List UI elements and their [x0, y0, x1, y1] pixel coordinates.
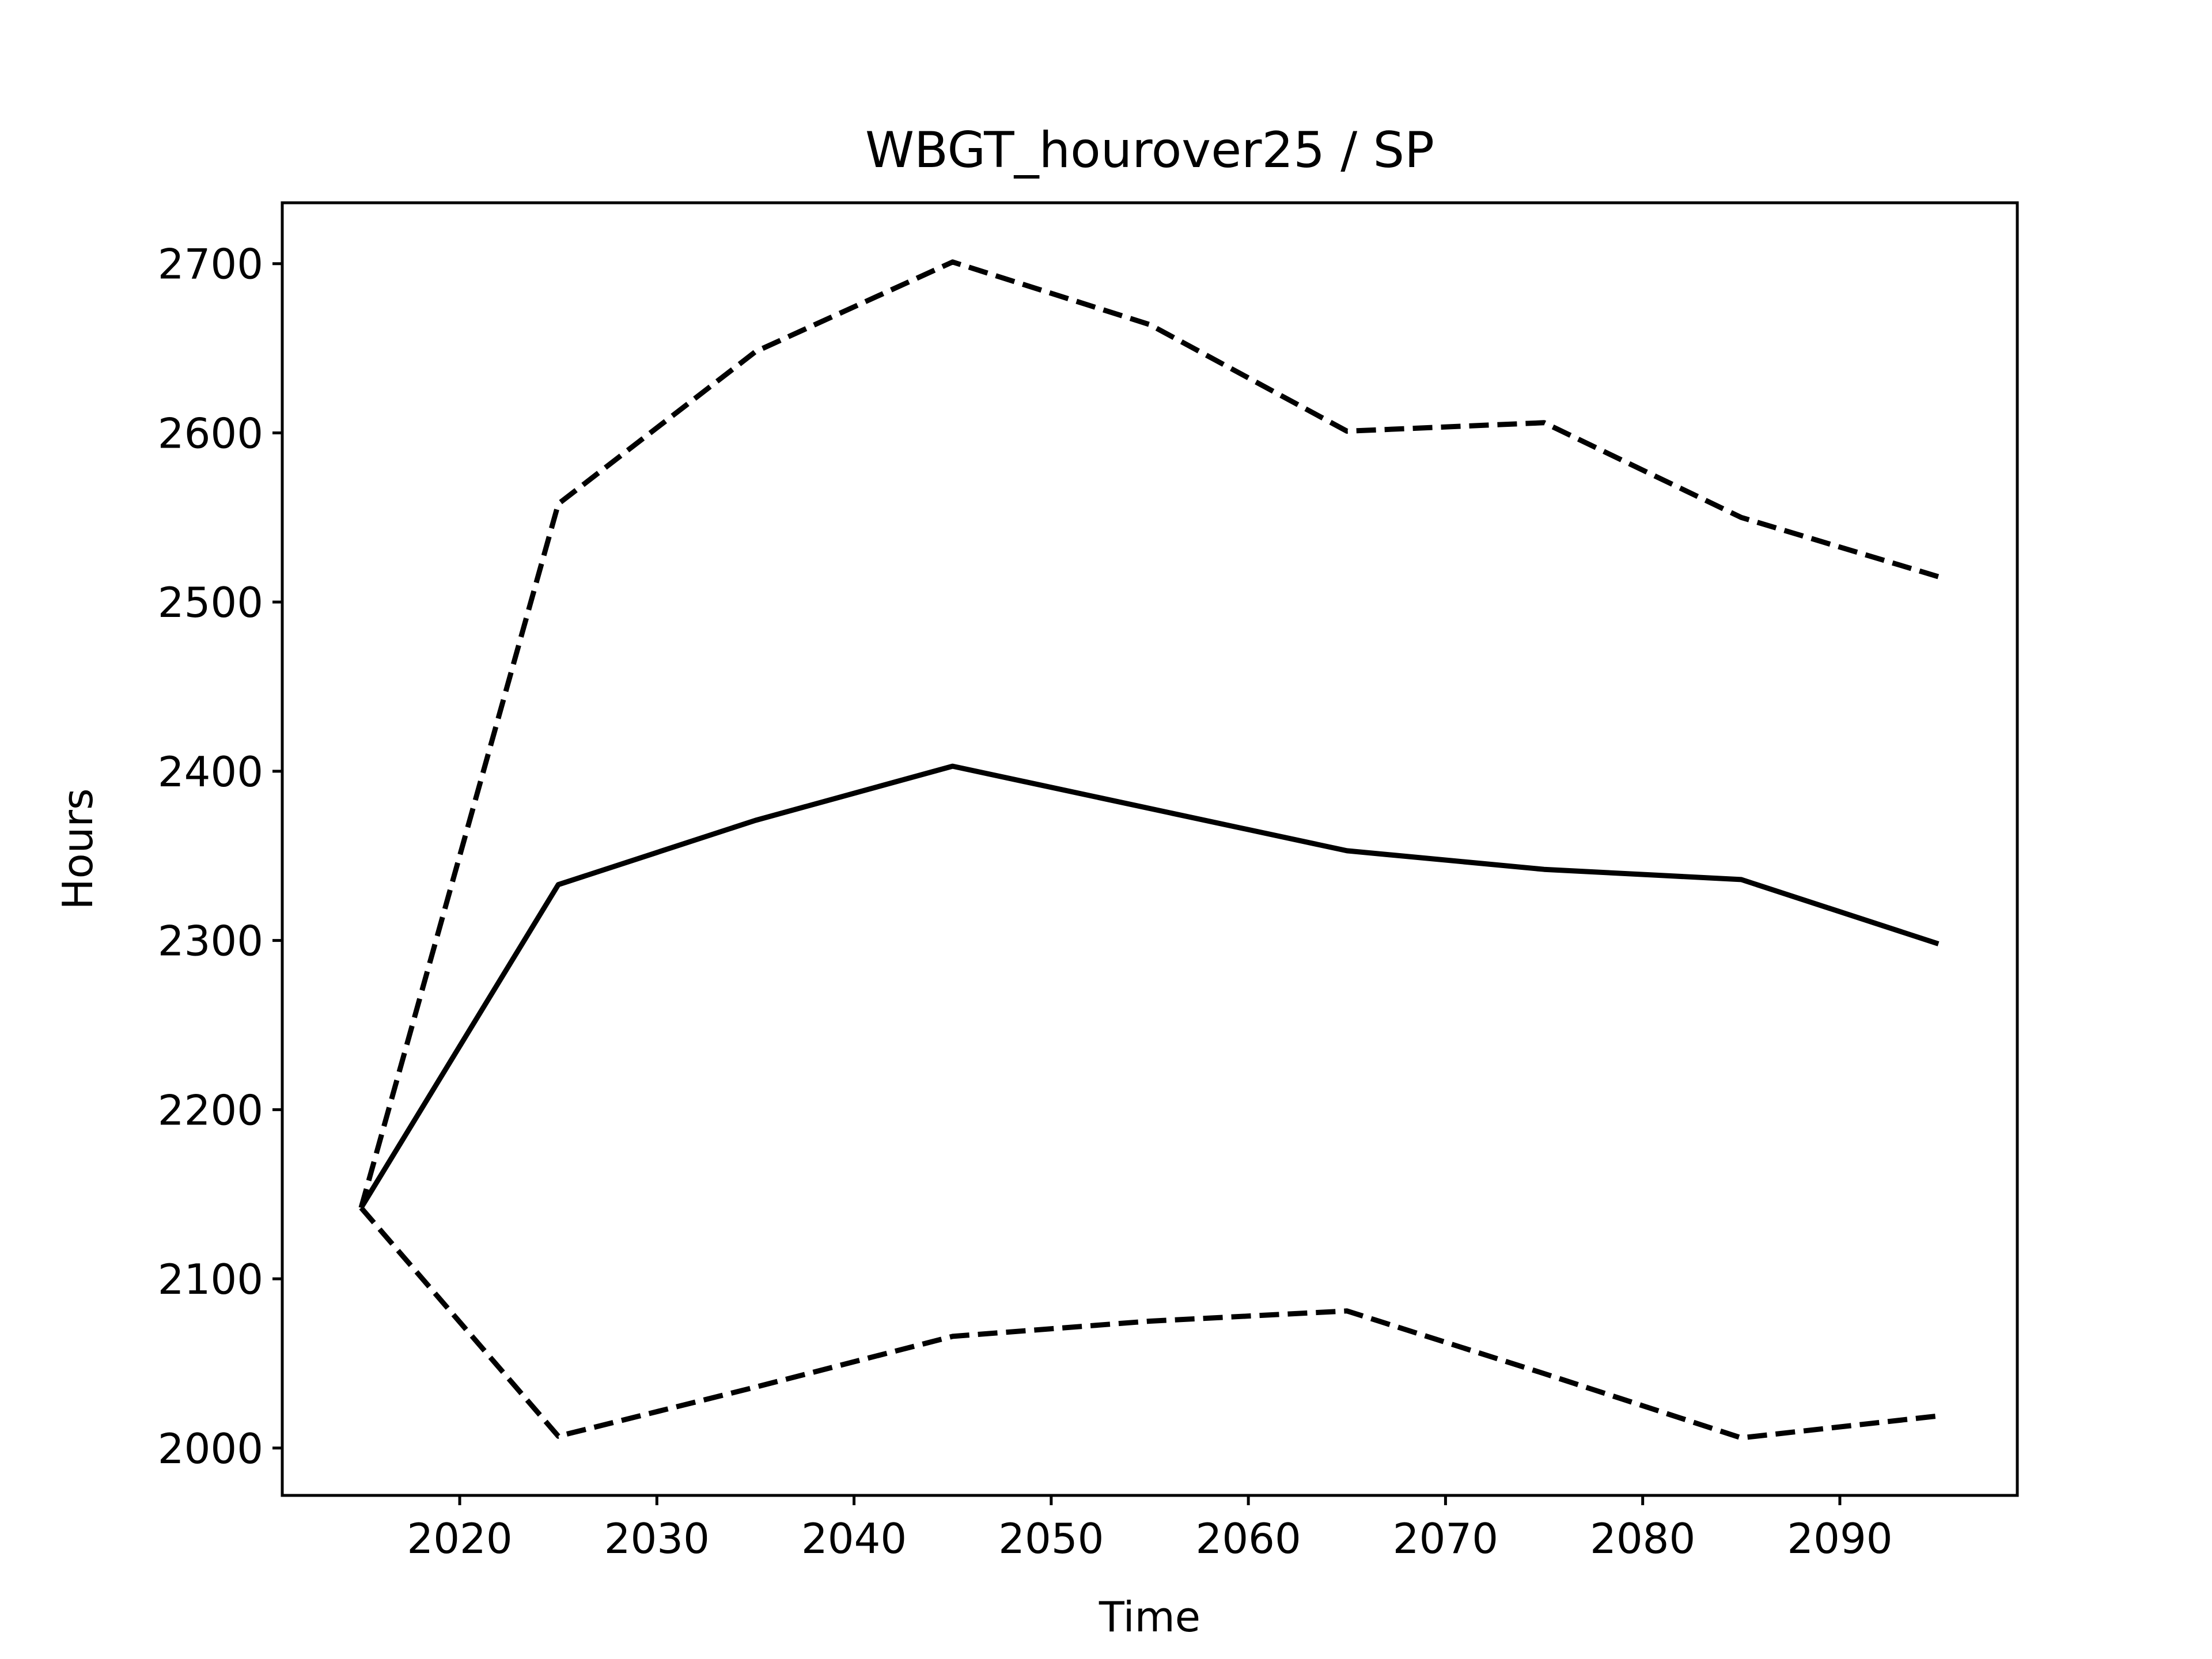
x-axis-label: Time [1099, 1593, 1200, 1641]
x-tick-label: 2020 [407, 1514, 512, 1563]
x-tick-label: 2030 [604, 1514, 710, 1563]
chart-title: WBGT_hourover25 / SP [865, 122, 1434, 179]
y-tick-label: 2400 [158, 748, 263, 796]
solid-series-line-1 [359, 763, 1940, 1210]
x-tick-label: 2090 [1787, 1514, 1892, 1563]
y-axis-label: Hours [54, 789, 102, 910]
plot-lines [358, 259, 1940, 1441]
y-axis: 2000 2100 2200 2300 2400 2500 2600 2700 [158, 240, 282, 1473]
plot-frame [281, 201, 2019, 1497]
x-axis: 2020 2030 2040 2050 2060 2070 2080 2090 [407, 1495, 1893, 1563]
x-tick-label: 2070 [1393, 1514, 1498, 1563]
y-tick-label: 2100 [158, 1255, 263, 1304]
y-tick-label: 2500 [158, 578, 263, 627]
y-tick-label: 2300 [158, 917, 263, 965]
x-tick-label: 2050 [998, 1514, 1104, 1563]
y-tick-label: 2200 [158, 1086, 263, 1134]
y-tick-label: 2700 [158, 240, 263, 289]
x-tick-label: 2080 [1590, 1514, 1695, 1563]
y-tick-label: 2000 [158, 1425, 263, 1473]
y-tick-label: 2600 [158, 409, 263, 457]
dashed-series-line-3 [359, 1206, 1939, 1441]
x-tick-label: 2060 [1196, 1514, 1301, 1563]
x-tick-label: 2040 [801, 1514, 907, 1563]
